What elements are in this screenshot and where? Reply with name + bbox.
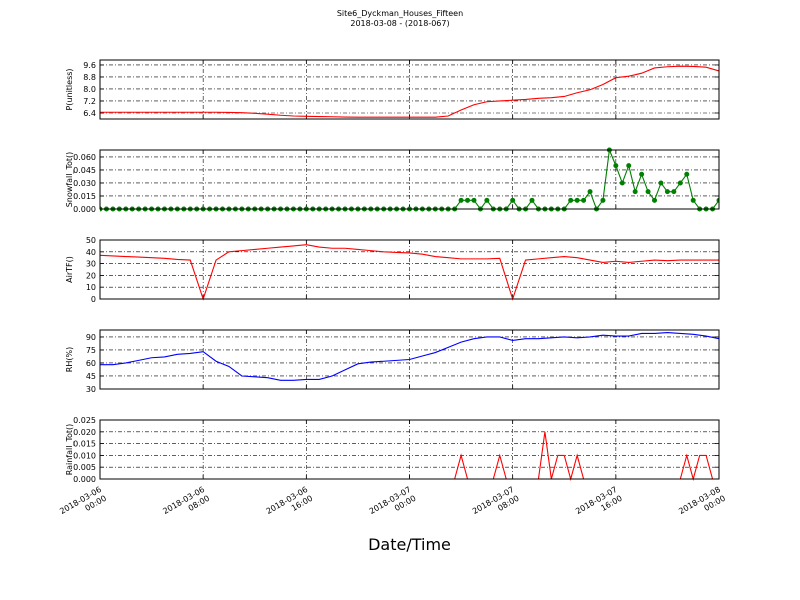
y-tick-label: 60 xyxy=(86,359,96,368)
x-axis-label: Date/Time xyxy=(368,535,451,554)
x-tick-label: 2018-03-06 00:00 xyxy=(58,485,108,525)
y-tick-label: 0.060 xyxy=(73,153,96,162)
y-tick-label: 8.0 xyxy=(83,85,96,94)
data-point xyxy=(529,197,535,203)
y-tick-label: 30 xyxy=(86,385,96,394)
y-axis-label: P(unitless) xyxy=(65,68,74,110)
data-point xyxy=(510,197,516,203)
data-point xyxy=(465,197,471,203)
data-point xyxy=(587,189,593,195)
axes-frame xyxy=(99,419,720,480)
y-tick-label: 30 xyxy=(86,260,96,269)
y-tick-label: 0 xyxy=(91,295,96,304)
y-axis-label: Rainfall_Tot() xyxy=(65,424,74,476)
y-tick-label: 0.030 xyxy=(73,179,96,188)
plot-area xyxy=(100,244,719,301)
chart-subtitle: 2018-03-08 - (2018-067) xyxy=(350,19,449,28)
y-tick-label: 10 xyxy=(86,283,96,292)
axes-frame xyxy=(99,59,720,120)
y-axis-label: RH(%) xyxy=(65,347,74,372)
data-point xyxy=(671,189,677,195)
data-point xyxy=(574,197,580,203)
y-tick-label: 50 xyxy=(86,236,96,245)
y-axis-label: Snowfall_Tot() xyxy=(65,152,74,208)
y-tick-label: 0.025 xyxy=(73,416,96,425)
axes-frame xyxy=(99,329,720,390)
y-tick-label: 0.020 xyxy=(73,428,96,437)
plot-area xyxy=(100,332,719,381)
plot-area xyxy=(100,65,719,118)
x-tick-label: 2018-03-06 08:00 xyxy=(161,485,211,525)
y-tick-label: 0.000 xyxy=(73,475,96,484)
data-line xyxy=(100,244,719,301)
y-tick-label: 20 xyxy=(86,271,96,280)
y-tick-label: 45 xyxy=(86,372,96,381)
axes-frame xyxy=(99,239,720,300)
data-point xyxy=(664,189,670,195)
x-tick-label: 2018-03-08 00:00 xyxy=(677,485,727,525)
data-line xyxy=(100,65,719,118)
y-tick-label: 7.2 xyxy=(83,97,96,106)
data-point xyxy=(645,189,651,195)
data-point xyxy=(568,197,574,203)
x-tick-label: 2018-03-07 16:00 xyxy=(574,485,624,525)
data-point xyxy=(652,197,658,203)
y-tick-label: 90 xyxy=(86,333,96,342)
data-point xyxy=(639,171,645,177)
y-tick-label: 0.010 xyxy=(73,451,96,460)
data-point xyxy=(626,163,632,169)
y-tick-label: 40 xyxy=(86,248,96,257)
chart-title: Site6_Dyckman_Houses_Fifteen xyxy=(337,9,463,18)
axes-frame xyxy=(99,149,720,210)
data-line xyxy=(100,332,719,381)
y-tick-label: 75 xyxy=(86,346,96,355)
y-axis-label: AirTF() xyxy=(65,256,74,283)
data-point xyxy=(581,197,587,203)
y-tick-label: 0.045 xyxy=(73,166,96,175)
y-tick-label: 6.4 xyxy=(83,109,96,118)
data-point xyxy=(658,180,664,186)
data-point xyxy=(458,197,464,203)
data-point xyxy=(690,197,696,203)
x-tick-label: 2018-03-07 00:00 xyxy=(368,485,418,525)
y-tick-label: 0.005 xyxy=(73,463,96,472)
data-point xyxy=(619,180,625,186)
y-tick-label: 0.015 xyxy=(73,440,96,449)
y-tick-label: 9.6 xyxy=(83,61,96,70)
y-tick-label: 0.015 xyxy=(73,192,96,201)
data-point xyxy=(613,163,619,169)
y-tick-label: 0.000 xyxy=(73,205,96,214)
x-tick-label: 2018-03-06 16:00 xyxy=(265,485,315,525)
data-point xyxy=(677,180,683,186)
data-point xyxy=(632,189,638,195)
data-point xyxy=(684,171,690,177)
data-point xyxy=(471,197,477,203)
y-tick-label: 8.8 xyxy=(83,73,96,82)
x-tick-label: 2018-03-07 08:00 xyxy=(471,485,521,525)
data-point xyxy=(484,197,490,203)
data-point xyxy=(600,197,606,203)
